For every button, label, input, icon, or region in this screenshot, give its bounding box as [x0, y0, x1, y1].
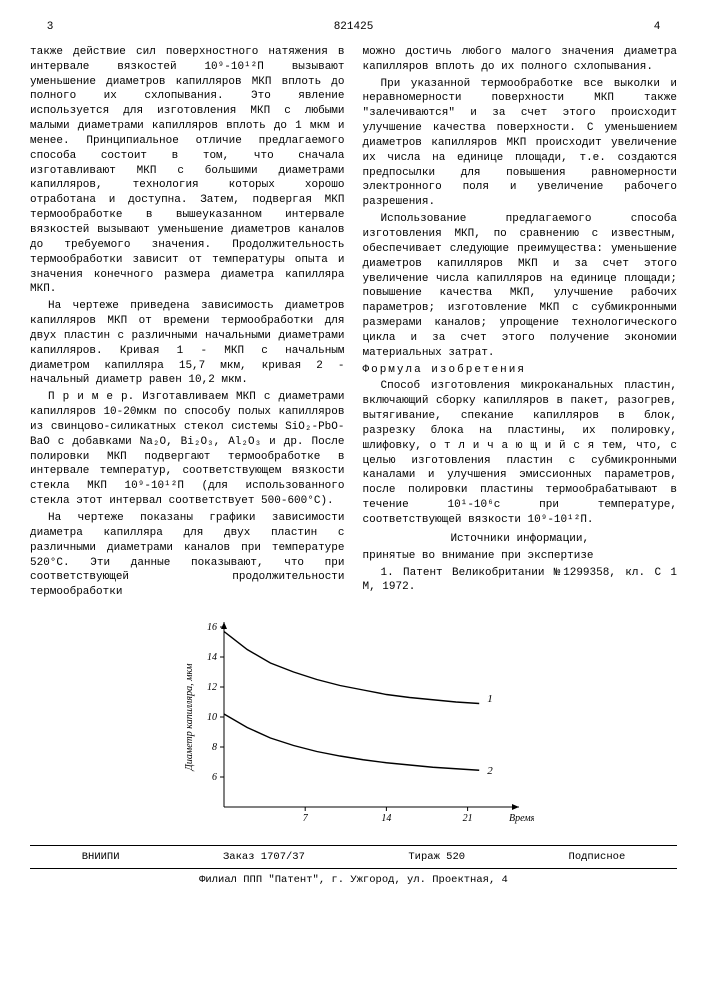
page-num-left: 3: [30, 20, 70, 35]
para: 1. Патент Великобритании №1299358, кл. С…: [363, 566, 678, 596]
para: также действие сил поверхностного натяже…: [30, 45, 345, 297]
doc-number: 821425: [70, 20, 637, 35]
para: На чертеже показаны графики зависимости …: [30, 511, 345, 600]
svg-text:Диаметр капилляра, мкм: Диаметр капилляра, мкм: [184, 663, 195, 772]
svg-text:1: 1: [487, 693, 493, 705]
svg-text:21: 21: [462, 813, 472, 824]
svg-text:14: 14: [207, 652, 217, 663]
svg-text:10: 10: [207, 712, 217, 723]
para: При указанной термообработке все выколки…: [363, 77, 678, 211]
svg-text:12: 12: [207, 682, 217, 693]
svg-text:6: 6: [212, 772, 217, 783]
svg-text:Время, ч: Время, ч: [509, 813, 534, 824]
footer-order: Заказ 1707/37: [223, 850, 305, 864]
left-column: также действие сил поверхностного натяже…: [30, 45, 345, 602]
para: можно достичь любого малого значения диа…: [363, 45, 678, 75]
footer-address: Филиал ППП "Патент", г. Ужгород, ул. Про…: [30, 869, 677, 887]
capillary-diameter-chart: 681012141671421Время, чДиаметр капилляра…: [174, 617, 534, 837]
footer-sign: Подписное: [569, 850, 626, 864]
page-num-right: 4: [637, 20, 677, 35]
para: П р и м е р. Изготавливаем МКП с диаметр…: [30, 390, 345, 509]
svg-text:7: 7: [302, 813, 308, 824]
svg-text:8: 8: [212, 742, 217, 753]
svg-text:14: 14: [381, 813, 391, 824]
footer-org: ВНИИПИ: [82, 850, 120, 864]
para: Использование предлагаемого способа изго…: [363, 212, 678, 360]
para: принятые во внимание при экспертизе: [363, 549, 678, 564]
footer-tirazh: Тираж 520: [408, 850, 465, 864]
para: На чертеже приведена зависимость диаметр…: [30, 299, 345, 388]
right-column: можно достичь любого малого значения диа…: [363, 45, 678, 602]
svg-text:16: 16: [207, 622, 217, 633]
svg-text:2: 2: [487, 765, 493, 777]
formula-title: Формула изобретения: [363, 363, 678, 378]
footer-row: ВНИИПИ Заказ 1707/37 Тираж 520 Подписное: [30, 845, 677, 869]
para: Источники информации,: [363, 532, 678, 547]
para: Способ изготовления микроканальных пласт…: [363, 379, 678, 527]
